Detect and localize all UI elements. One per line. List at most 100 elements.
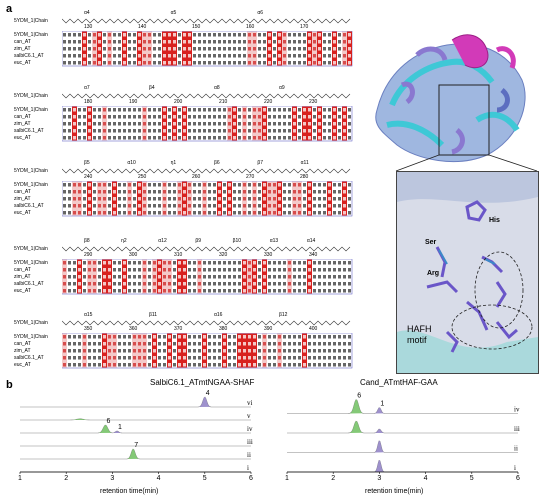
protein-structure-view: [375, 34, 538, 172]
alignment-block: 5YDM_1|Chain α15 β11 α16 β12 350 360 370 380 390 4…: [14, 312, 354, 374]
chrom-peak: [374, 460, 385, 472]
trace-label: iii: [247, 438, 253, 446]
x-tick-label: 1: [285, 475, 289, 480]
ss-element-label: η1: [170, 160, 177, 166]
trace-label: i: [514, 464, 516, 472]
ss-element-label: α13: [269, 238, 279, 244]
trace-label: iv: [247, 425, 253, 433]
residue-number: 330: [264, 252, 273, 258]
residue-number: 140: [138, 24, 147, 30]
sequence-row-label: salbiC6.1_AT: [14, 128, 44, 134]
ss-track: [62, 18, 351, 24]
sequence-row-label: euc_AT: [14, 210, 31, 216]
left-chrom-title: SalbiC6.1_ATmtNGAA-SHAF: [150, 378, 255, 387]
sequence-grid: [62, 181, 353, 217]
sequence-row-label: salbiC6.1_AT: [14, 53, 44, 59]
his-label: His: [489, 217, 500, 224]
residue-number: 400: [309, 326, 318, 332]
chrom-peak: [199, 397, 211, 407]
sequence-row-label: 5YDM_1|Chain: [14, 182, 48, 188]
sequence-row-label: euc_AT: [14, 288, 31, 294]
ss-element-label: β4: [149, 85, 155, 91]
ss-element-label: β11: [149, 312, 158, 318]
sequence-row-label: can_AT: [14, 114, 31, 120]
sequence-row-label: 5YDM_1|Chain: [14, 107, 48, 113]
residue-number: 280: [300, 174, 309, 180]
chrom-peak: [99, 425, 112, 433]
panel-a-letter: a: [6, 3, 13, 15]
x-tick-label: 3: [377, 475, 381, 480]
left-xlabel: retention time(min): [100, 488, 159, 495]
x-tick-label: 5: [470, 475, 474, 480]
ss-element-label: β5: [84, 160, 90, 166]
ribbon-cartoon: [375, 34, 526, 162]
residue-number: 200: [174, 99, 183, 105]
trace-label: ii: [247, 451, 251, 459]
residue-number: 320: [219, 252, 228, 258]
ss-track: [62, 320, 351, 326]
ss-element-label: α8: [214, 85, 220, 91]
trace-label: vi: [247, 399, 253, 407]
sequence-row-label: can_AT: [14, 189, 31, 195]
ss-track: [62, 246, 351, 252]
ss-element-label: α7: [84, 85, 90, 91]
residue-number: 260: [192, 174, 201, 180]
sequence-grid: [62, 333, 353, 369]
residue-number: 180: [84, 99, 93, 105]
sequence-row-label: euc_AT: [14, 60, 31, 66]
motif-label: motif: [407, 335, 427, 345]
residue-number: 380: [219, 326, 228, 332]
x-tick-label: 4: [424, 475, 428, 480]
chrom-peak: [349, 421, 363, 433]
his-residue: [465, 200, 487, 222]
residue-number: 130: [84, 24, 93, 30]
sequence-row-label: 5YDM_1|Chain: [14, 32, 48, 38]
chrom-peak: [374, 440, 385, 453]
ss-element-label: α14: [306, 238, 316, 244]
hafh-label: HAFH: [407, 324, 432, 334]
x-tick-label: 6: [249, 475, 253, 480]
alignment-block: 5YDM_1|Chain β5 α10 η1 β6 β7 α11 240 250 260 270 28…: [14, 160, 354, 222]
chrom-peak: [349, 399, 363, 414]
residue-number: 270: [246, 174, 255, 180]
sequence-row-label: salbiC6.1_AT: [14, 203, 44, 209]
ss-element-label: α10: [127, 160, 136, 166]
ss-element-label: α11: [300, 160, 309, 166]
alignment-block: 5YDM_1|Chain α4 α5 α6 130 140 150 160 170 5YDM_1|…: [14, 10, 354, 72]
residue-number: 160: [246, 24, 255, 30]
chrom-trace: [287, 399, 518, 414]
sequence-row-label: salbiC6.1_AT: [14, 355, 44, 361]
chrom-peak: [112, 431, 122, 433]
x-tick-label: 1: [18, 475, 22, 480]
x-tick-label: 2: [331, 475, 335, 480]
active-site-zoom: His Ser Arg HAFH motif: [396, 171, 539, 374]
x-tick-label: 4: [157, 475, 161, 480]
chrom-peak: [70, 418, 90, 420]
peak-label: 4: [206, 390, 210, 397]
residue-number: 370: [174, 326, 183, 332]
chrom-trace: [287, 440, 518, 453]
x-tick-label: 6: [516, 475, 520, 480]
sequence-row-label: 5YDM_1|Chain: [14, 260, 48, 266]
residue-number: 290: [84, 252, 93, 258]
trace-label: iv: [514, 406, 520, 414]
zoom-region-box: [438, 84, 490, 156]
sequence-row-label: zim_AT: [14, 196, 31, 202]
ss-element-label: α16: [214, 312, 223, 318]
sequence-row-label: euc_AT: [14, 135, 31, 141]
alignment-block: 5YDM_1|Chain β8 η2 α12 β9 β10 α13 α14 290 300 310 3…: [14, 238, 354, 300]
peak-label: 1: [380, 401, 384, 408]
ss-track: [62, 168, 351, 174]
x-tick-label: 5: [203, 475, 207, 480]
alignment-block: 5YDM_1|Chain α7 β4 α8 α9 180 190 200 210 220 230 5Y…: [14, 85, 354, 147]
ss-row-label: 5YDM_1|Chain: [14, 18, 48, 24]
ss-element-label: β10: [232, 238, 241, 244]
ss-element-label: α6: [257, 10, 263, 16]
ss-row-label: 5YDM_1|Chain: [14, 320, 48, 326]
residue-number: 230: [309, 99, 318, 105]
residue-number: 250: [138, 174, 147, 180]
sequence-row-label: can_AT: [14, 341, 31, 347]
ss-element-label: β8: [84, 238, 90, 244]
